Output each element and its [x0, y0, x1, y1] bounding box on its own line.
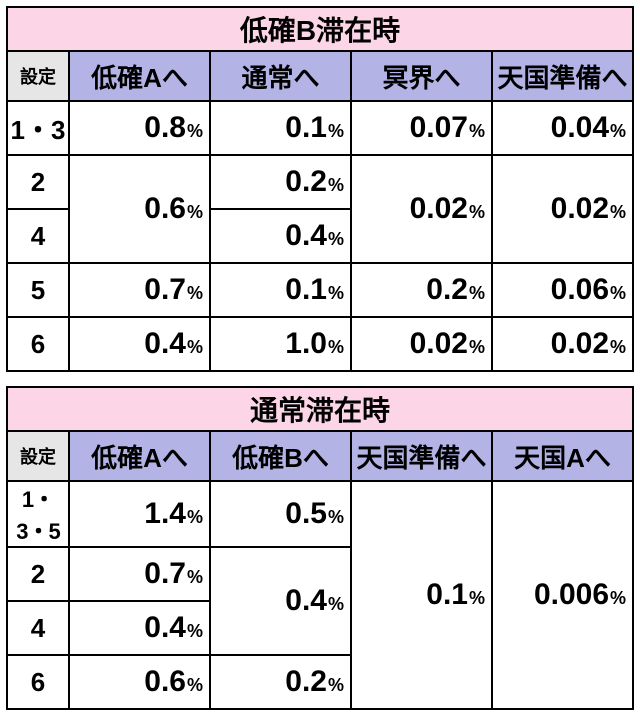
table-row: 5 0.7% 0.1% 0.2% 0.06%: [7, 263, 633, 317]
setting-cell: 2: [7, 155, 69, 209]
value-cell-merged: 0.02%: [351, 155, 492, 263]
table2-title: 通常滞在時: [7, 387, 633, 431]
table-row: 2 0.6% 0.2% 0.02% 0.02%: [7, 155, 633, 209]
value-cell: 0.07%: [351, 101, 492, 155]
table1-header-row: 設定 低確Aへ 通常へ 冥界へ 天国準備へ: [7, 51, 633, 101]
setting-cell: 6: [7, 655, 69, 709]
table1-col-2: 冥界へ: [351, 51, 492, 101]
setting-cell: 4: [7, 601, 69, 655]
table2-col-0: 低確Aへ: [69, 431, 210, 481]
value-cell: 0.2%: [210, 655, 351, 709]
table1-col-3: 天国準備へ: [492, 51, 633, 101]
setting-cell: 4: [7, 209, 69, 263]
value-cell: 0.02%: [351, 317, 492, 371]
value-cell: 0.4%: [69, 601, 210, 655]
value-cell: 0.4%: [69, 317, 210, 371]
value-cell: 1.4%: [69, 481, 210, 547]
setting-cell: 1・3・5: [7, 481, 69, 547]
table-row: 1・3・5 1.4% 0.5% 0.1% 0.006%: [7, 481, 633, 547]
value-cell-merged: 0.1%: [351, 481, 492, 709]
value-cell: 0.7%: [69, 547, 210, 601]
table2-col-3: 天国Aへ: [492, 431, 633, 481]
table2-title-row: 通常滞在時: [7, 387, 633, 431]
value-cell-merged: 0.4%: [210, 547, 351, 655]
table1-col-1: 通常へ: [210, 51, 351, 101]
value-cell: 0.5%: [210, 481, 351, 547]
value-cell: 0.7%: [69, 263, 210, 317]
table1-setting-header: 設定: [7, 51, 69, 101]
table2-col-1: 低確Bへ: [210, 431, 351, 481]
value-cell: 0.06%: [492, 263, 633, 317]
setting-cell: 1・3: [7, 101, 69, 155]
table1-col-0: 低確Aへ: [69, 51, 210, 101]
table1-title: 低確B滞在時: [7, 7, 633, 51]
table2-col-2: 天国準備へ: [351, 431, 492, 481]
value-cell-merged: 0.006%: [492, 481, 633, 709]
value-cell: 0.2%: [351, 263, 492, 317]
table2-setting-header: 設定: [7, 431, 69, 481]
value-cell: 1.0%: [210, 317, 351, 371]
value-cell: 0.1%: [210, 263, 351, 317]
value-cell: 0.8%: [69, 101, 210, 155]
table-teikaku-b: 低確B滞在時 設定 低確Aへ 通常へ 冥界へ 天国準備へ 1・3 0.8% 0.…: [6, 6, 634, 372]
table1-title-row: 低確B滞在時: [7, 7, 633, 51]
setting-cell: 2: [7, 547, 69, 601]
value-cell: 0.6%: [69, 655, 210, 709]
table-tsujou: 通常滞在時 設定 低確Aへ 低確Bへ 天国準備へ 天国Aへ 1・3・5 1.4%…: [6, 386, 634, 710]
value-cell: 0.1%: [210, 101, 351, 155]
value-cell-merged: 0.02%: [492, 155, 633, 263]
setting-cell: 5: [7, 263, 69, 317]
table-row: 6 0.4% 1.0% 0.02% 0.02%: [7, 317, 633, 371]
setting-cell: 6: [7, 317, 69, 371]
value-cell: 0.4%: [210, 209, 351, 263]
value-cell: 0.04%: [492, 101, 633, 155]
value-cell-merged: 0.6%: [69, 155, 210, 263]
table-row: 1・3 0.8% 0.1% 0.07% 0.04%: [7, 101, 633, 155]
table2-header-row: 設定 低確Aへ 低確Bへ 天国準備へ 天国Aへ: [7, 431, 633, 481]
value-cell: 0.2%: [210, 155, 351, 209]
value-cell: 0.02%: [492, 317, 633, 371]
